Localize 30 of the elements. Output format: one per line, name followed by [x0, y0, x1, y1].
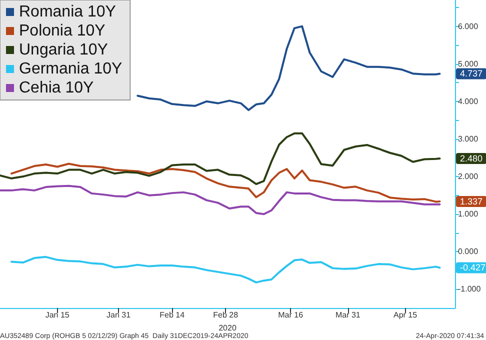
x-tick-label: Jan 31 — [106, 310, 132, 320]
y-tick-label: 2.000 — [458, 172, 479, 182]
x-tick-label: Jan 15 — [45, 310, 70, 320]
annotation: -0.427 — [460, 262, 486, 273]
y-tick-label: 4.000 — [458, 96, 479, 106]
legend-label: Cehia 10Y — [19, 80, 94, 96]
legend-label: Romania 10Y — [19, 4, 116, 20]
x-axis-title: 2020 — [218, 323, 237, 332]
x-tick-label: Mar 31 — [335, 310, 361, 320]
y-tick-label: 3.000 — [458, 134, 479, 144]
line-series — [0, 132, 441, 186]
line-series — [10, 256, 441, 284]
y-tick-label: -1.000 — [458, 284, 482, 294]
legend-label: Ungaria 10Y — [19, 42, 108, 58]
line-series — [0, 184, 441, 216]
x-tick-label: Feb 28 — [213, 310, 239, 320]
annotation: 1.337 — [460, 196, 483, 206]
annotation: 2.480 — [460, 154, 483, 164]
y-tick-label: 5.000 — [458, 59, 479, 68]
x-tick-label: Apr 15 — [394, 310, 418, 320]
x-tick-label: Feb 14 — [160, 310, 186, 320]
legend-label: Germania 10Y — [19, 60, 122, 78]
line-series — [136, 25, 441, 112]
line-series — [10, 162, 441, 203]
y-tick-label: 0.000 — [458, 247, 479, 256]
y-tick-label: 1.000 — [458, 210, 479, 219]
annotation: 4.737 — [460, 68, 483, 79]
x-tick-label: Mar 16 — [278, 310, 304, 320]
legend-label: Polonia 10Y — [19, 22, 106, 40]
y-tick-label: 6.000 — [458, 22, 479, 31]
